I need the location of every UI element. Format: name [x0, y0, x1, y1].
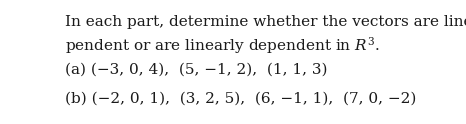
Text: (b) (−2, 0, 1),  (3, 2, 5),  (6, −1, 1),  (7, 0, −2): (b) (−2, 0, 1), (3, 2, 5), (6, −1, 1), (…	[65, 92, 416, 106]
Text: In each part, determine whether the vectors are linearly inde-: In each part, determine whether the vect…	[65, 15, 466, 29]
Text: (a) (−3, 0, 4),  (5, −1, 2),  (1, 1, 3): (a) (−3, 0, 4), (5, −1, 2), (1, 1, 3)	[65, 63, 327, 77]
Text: pendent or are linearly dependent in $R^3$.: pendent or are linearly dependent in $R^…	[65, 36, 379, 56]
